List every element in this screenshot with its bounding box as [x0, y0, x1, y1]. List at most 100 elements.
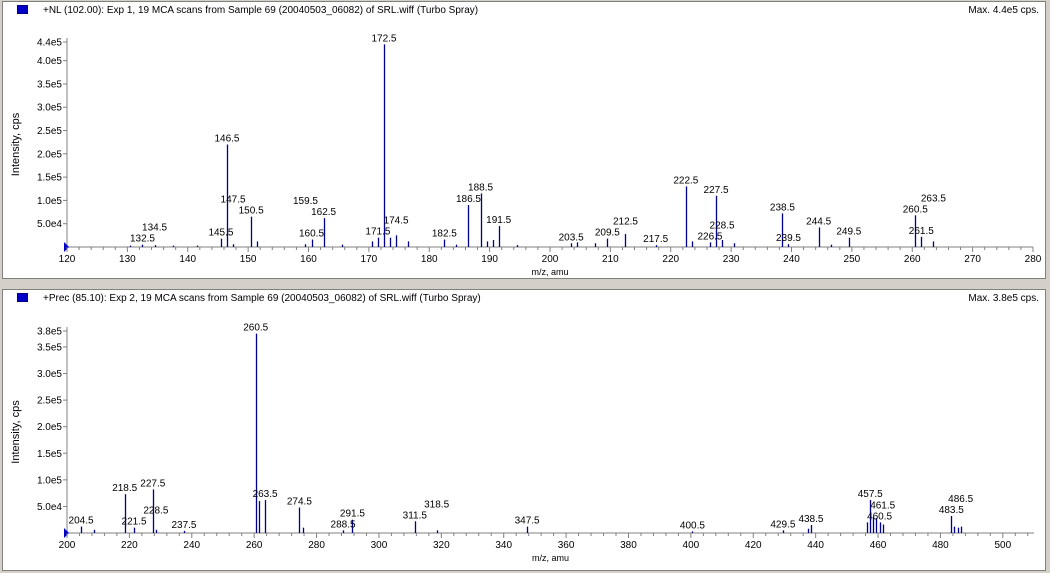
peak-label: 260.5: [243, 323, 268, 334]
x-tick-label: 400: [683, 540, 700, 551]
y-tick-label: 5.0e4: [37, 502, 62, 513]
peak-label: 203.5: [559, 232, 584, 243]
x-axis-label: m/z, amu: [531, 267, 568, 277]
peak-label: 226.5: [697, 231, 722, 242]
y-tick-label: 4.0e5: [37, 56, 62, 67]
y-axis-label: Intensity, cps: [10, 112, 22, 176]
spectrum-chart-prec: 200 220 240 260 280 300 320 340 360 380 400 420 440 4…: [10, 323, 1034, 563]
peak-label: 150.5: [239, 206, 264, 217]
x-tick-label: 200: [59, 540, 76, 551]
peak-label: 147.5: [221, 195, 246, 206]
x-tick-label: 260: [904, 254, 921, 265]
x-tick-label: 460: [870, 540, 887, 551]
y-tick-label: 1.0e5: [37, 475, 62, 486]
x-tick-label: 240: [183, 540, 200, 551]
peak-label: 261.5: [909, 226, 934, 237]
peak-label: 221.5: [122, 517, 147, 528]
x-tick-label: 230: [723, 254, 740, 265]
peak-label: 146.5: [214, 134, 239, 145]
peak-label: 174.5: [384, 216, 409, 227]
peak-label: 212.5: [613, 217, 638, 228]
peak-label: 486.5: [948, 494, 973, 505]
x-tick-label: 150: [240, 254, 257, 265]
peak-label: 274.5: [287, 496, 312, 507]
chart-title: +NL (102.00): Exp 1, 19 MCA scans from S…: [43, 5, 479, 16]
y-tick-label: 3.8e5: [37, 327, 62, 338]
legend-swatch: [17, 5, 28, 14]
peak-label: 227.5: [704, 185, 729, 196]
y-tick-label: 2.0e5: [37, 149, 62, 160]
peak-label: 209.5: [595, 228, 620, 239]
x-tick-label: 190: [481, 254, 498, 265]
y-tick-label: 1.0e5: [37, 196, 62, 207]
y-tick-label: 1.5e5: [37, 173, 62, 184]
x-tick-label: 340: [495, 540, 512, 551]
y-tick-label: 3.0e5: [37, 103, 62, 114]
peak-label: 171.5: [365, 227, 390, 238]
max-intensity-label: Max. 3.8e5 cps.: [968, 293, 1039, 304]
x-tick-label: 130: [119, 254, 136, 265]
x-tick-label: 480: [932, 540, 949, 551]
peak-label: 217.5: [643, 234, 668, 245]
peak-label: 204.5: [69, 516, 94, 527]
peak-label: 239.5: [776, 233, 801, 244]
spectrum-panel-prec: +Prec (85.10): Exp 2, 19 MCA scans from …: [2, 289, 1046, 571]
peak-label: 260.5: [903, 204, 928, 215]
x-tick-label: 160: [300, 254, 317, 265]
panel-header: +Prec (85.10): Exp 2, 19 MCA scans from …: [3, 290, 1045, 308]
y-tick-label: 3.0e5: [37, 369, 62, 380]
peak-label: 160.5: [299, 229, 324, 240]
y-axis-label: Intensity, cps: [10, 400, 22, 464]
peak-label: 347.5: [515, 516, 540, 527]
peak-label: 400.5: [680, 520, 705, 531]
legend-swatch: [17, 293, 28, 302]
x-tick-label: 200: [542, 254, 559, 265]
x-axis-label: m/z, amu: [532, 553, 569, 563]
y-tick-label: 4.4e5: [37, 38, 62, 49]
x-tick-label: 380: [620, 540, 637, 551]
y-tick-label: 1.5e5: [37, 449, 62, 460]
peak-label: 218.5: [112, 483, 137, 494]
x-tick-label: 220: [121, 540, 138, 551]
peak-label: 134.5: [142, 223, 167, 234]
peak-label: 438.5: [798, 514, 823, 525]
y-tick-label: 2.5e5: [37, 126, 62, 137]
x-tick-label: 360: [558, 540, 575, 551]
peak-label: 457.5: [858, 489, 883, 500]
peak-label: 318.5: [424, 499, 449, 510]
x-tick-label: 220: [662, 254, 679, 265]
max-intensity-label: Max. 4.4e5 cps.: [968, 5, 1039, 16]
peak-label: 145.5: [208, 228, 233, 239]
x-tick-label: 140: [179, 254, 196, 265]
x-tick-label: 300: [371, 540, 388, 551]
x-tick-label: 280: [1025, 254, 1042, 265]
peak-label: 188.5: [468, 182, 493, 193]
x-tick-label: 280: [308, 540, 325, 551]
peak-label: 222.5: [673, 175, 698, 186]
x-tick-label: 500: [994, 540, 1011, 551]
x-tick-label: 180: [421, 254, 438, 265]
x-tick-label: 120: [59, 254, 76, 265]
peak-label: 237.5: [171, 520, 196, 531]
peak-label: 263.5: [253, 489, 278, 500]
peak-label: 311.5: [403, 510, 428, 521]
peak-label: 132.5: [130, 234, 155, 245]
chart-title: +Prec (85.10): Exp 2, 19 MCA scans from …: [43, 293, 481, 304]
peak-label: 244.5: [806, 216, 831, 227]
x-tick-label: 240: [783, 254, 800, 265]
spectrum-panel-nl: +NL (102.00): Exp 1, 19 MCA scans from S…: [2, 1, 1046, 279]
x-tick-label: 260: [246, 540, 263, 551]
y-tick-label: 2.5e5: [37, 396, 62, 407]
spectrum-chart-nl: 120 130 140 150 160 170 180 190 200 210 220 230 240 2…: [10, 33, 1042, 277]
peak-label: 288.5: [331, 519, 356, 530]
peak-label: 186.5: [456, 194, 481, 205]
peak-label: 429.5: [770, 519, 795, 530]
peak-label: 172.5: [371, 33, 396, 44]
peak-label: 291.5: [340, 508, 365, 519]
peak-label: 460.5: [867, 511, 892, 522]
peak-label: 159.5: [293, 196, 318, 207]
y-tick-label: 2.0e5: [37, 422, 62, 433]
x-tick-label: 250: [844, 254, 861, 265]
peak-label: 227.5: [140, 478, 165, 489]
x-tick-label: 170: [361, 254, 378, 265]
